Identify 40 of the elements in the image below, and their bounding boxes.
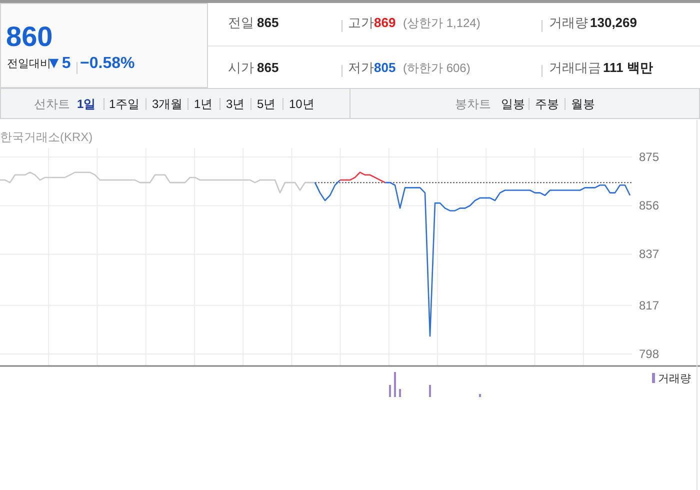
text: 860: [6, 21, 53, 52]
y-tick-label: 798: [639, 347, 660, 361]
text: 5년: [257, 97, 276, 111]
text: 111 백만: [603, 60, 653, 75]
text: (하한가 606): [403, 61, 470, 75]
y-tick-label: 817: [639, 298, 660, 312]
text: 10년: [289, 97, 314, 111]
text: 805: [374, 60, 396, 75]
text: 봉차트: [455, 97, 491, 111]
text: 월봉: [571, 97, 595, 111]
text: (상한가 1,124): [403, 16, 480, 30]
text: 일봉: [501, 97, 525, 111]
text: 거래대금: [549, 60, 601, 75]
text: 3년: [226, 97, 245, 111]
bar: [479, 394, 481, 397]
y-tick-label: 875: [639, 150, 660, 164]
text: 거래량: [549, 15, 588, 30]
text: 1주일: [109, 97, 140, 111]
text: 시가: [228, 60, 254, 75]
chart-title: 한국거래소(KRX): [0, 130, 93, 144]
text: 3개월: [152, 97, 183, 111]
text: 865: [257, 15, 279, 30]
bar: [429, 385, 431, 397]
text: 저가: [348, 60, 374, 75]
text: 1일: [77, 97, 96, 111]
bar: [389, 385, 391, 397]
text: 869: [374, 15, 396, 30]
text: 1년: [194, 97, 213, 111]
y-tick-label: 856: [639, 198, 660, 213]
text: 130,269: [590, 15, 637, 30]
text: 고가: [348, 15, 374, 30]
text: 전일: [228, 15, 254, 30]
legend-label: 거래량: [658, 373, 691, 385]
y-tick-label: 837: [639, 247, 660, 262]
text: 주봉: [535, 97, 559, 111]
bar: [399, 389, 401, 397]
text: 865: [257, 60, 279, 75]
text: −0.58%: [80, 55, 135, 72]
bar: [394, 372, 396, 397]
text: 선차트: [34, 97, 70, 111]
